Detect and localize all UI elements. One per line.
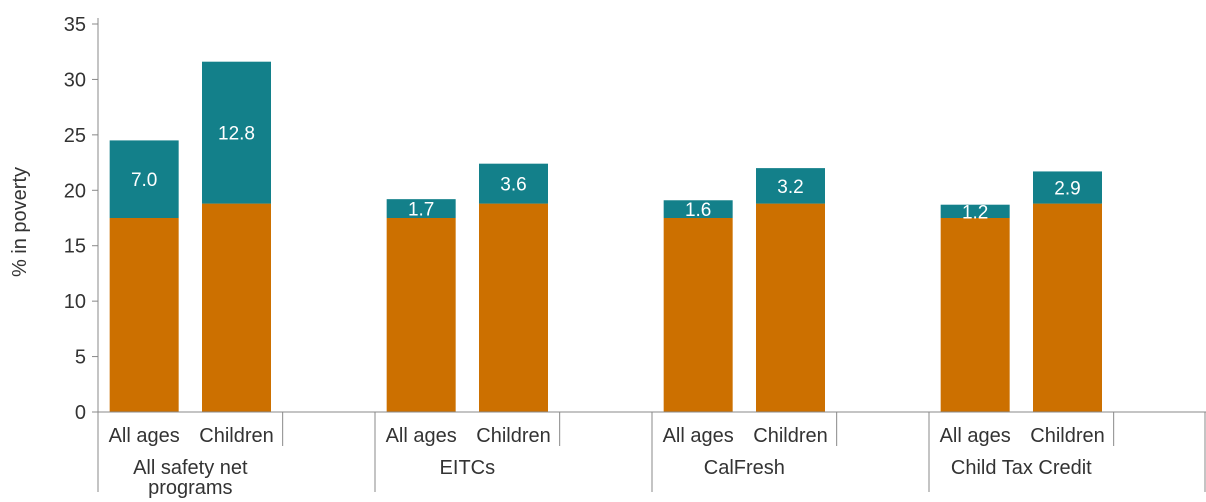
bar-program-segment (479, 163, 548, 204)
bars: 7.0 12.8 1.7 3.6 1.6 3.2 1.2 2.9 (109, 61, 1102, 412)
bar-program-segment (663, 200, 733, 218)
bar-base-segment (479, 203, 548, 412)
bar-data-label: 7.0 (131, 170, 157, 191)
bar-program-segment (202, 61, 271, 204)
bar-base-segment (663, 218, 733, 412)
x-category-label: All ages (663, 425, 734, 447)
bar-base-segment (756, 203, 825, 412)
y-tick-label: 25 (64, 125, 86, 147)
bar-base-segment (109, 218, 179, 412)
y-tick-label: 30 (64, 69, 86, 91)
bar-program-segment (109, 140, 179, 218)
x-category-label: All ages (386, 425, 457, 447)
y-tick-label: 10 (64, 291, 86, 313)
y-axis: 0 5 10 15 20 25 30 35 (64, 14, 99, 424)
bar-data-label: 1.7 (408, 200, 434, 221)
x-group-label-line: All safety net (133, 457, 248, 479)
x-group-label: EITCs (440, 457, 496, 479)
x-group-label-line: programs (148, 477, 232, 499)
bar-program-segment (386, 199, 456, 218)
bar-program-segment (940, 204, 1010, 218)
x-category-label: Children (1030, 425, 1104, 447)
bar-base-segment (386, 218, 456, 412)
bar-program-segment (1033, 171, 1102, 204)
x-category-label: Children (199, 425, 273, 447)
y-tick-label: 15 (64, 236, 86, 258)
x-group-label: All safety net programs (133, 457, 248, 499)
bar-data-label: 1.2 (962, 202, 988, 223)
y-tick-label: 20 (64, 180, 86, 202)
x-group-label: Child Tax Credit (951, 457, 1092, 479)
x-category-label: All ages (940, 425, 1011, 447)
bar-data-label: 3.2 (777, 177, 803, 198)
bar-data-label: 3.6 (500, 175, 526, 196)
bar-base-segment (940, 218, 1010, 412)
bar-program-segment (756, 168, 825, 204)
bar-base-segment (202, 203, 271, 412)
y-tick-label: 0 (75, 402, 86, 424)
bar-data-label: 1.6 (685, 200, 711, 221)
y-axis-title: % in poverty (9, 167, 31, 277)
x-category-label: Children (753, 425, 827, 447)
x-category-label: All ages (109, 425, 180, 447)
y-tick-label: 35 (64, 14, 86, 36)
x-group-label: CalFresh (704, 457, 785, 479)
bar-base-segment (1033, 203, 1102, 412)
bar-data-label: 2.9 (1054, 179, 1080, 200)
bar-data-label: 12.8 (218, 124, 255, 145)
y-tick-label: 5 (75, 347, 86, 369)
x-category-label: Children (476, 425, 550, 447)
